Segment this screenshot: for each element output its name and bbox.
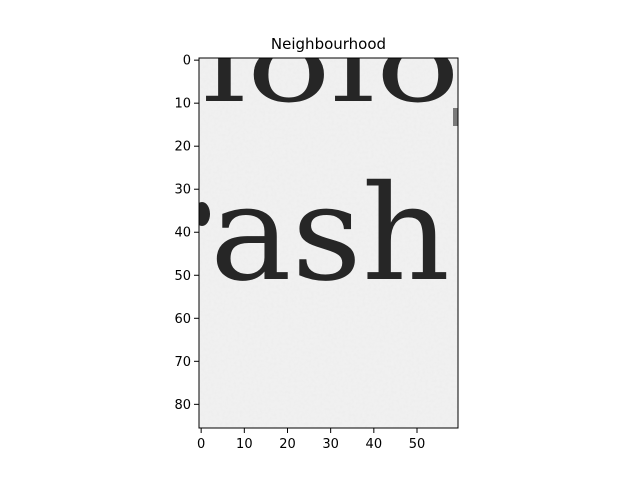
y-tick-label: 20 xyxy=(174,140,191,155)
x-tick-label: 30 xyxy=(322,437,339,452)
y-tick-label: 30 xyxy=(174,183,191,198)
y-tick-label: 0 xyxy=(183,54,191,69)
y-tick-label: 70 xyxy=(174,355,191,370)
x-tick-label: 10 xyxy=(236,437,253,452)
x-tick-label: 0 xyxy=(197,437,205,452)
chart-title: Neighbourhood xyxy=(271,35,386,53)
y-tick-label: 10 xyxy=(174,97,191,112)
top-text-fragment: lolo xyxy=(202,7,460,126)
y-tick-label: 60 xyxy=(174,312,191,327)
axes-frame xyxy=(198,57,459,429)
image-area: lolo ash xyxy=(199,7,460,428)
edge-mark-right xyxy=(453,108,458,126)
x-axis: 0 10 20 30 40 50 xyxy=(197,428,425,452)
y-tick-label: 80 xyxy=(174,398,191,413)
x-tick-label: 40 xyxy=(366,437,383,452)
y-axis: 0 10 20 30 40 50 60 70 80 xyxy=(174,54,199,413)
main-word-fragment: ash xyxy=(210,157,450,311)
partial-letter-left xyxy=(199,202,210,226)
y-tick-label: 50 xyxy=(174,269,191,284)
image-background xyxy=(199,58,458,428)
x-tick-label: 50 xyxy=(409,437,426,452)
y-tick-label: 40 xyxy=(174,226,191,241)
x-tick-label: 20 xyxy=(279,437,296,452)
